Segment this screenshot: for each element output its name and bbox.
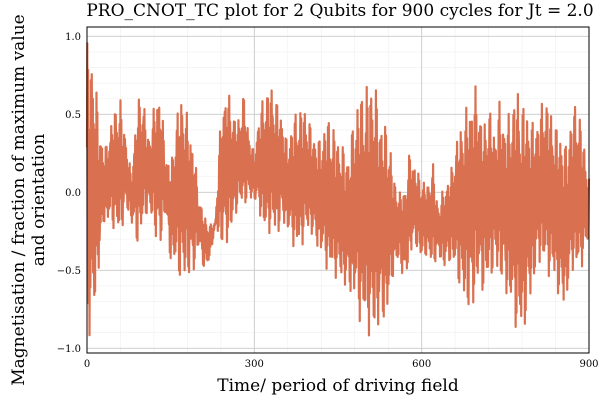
y-tick-label: 0.0 <box>65 188 81 199</box>
x-tick-label: 0 <box>84 359 90 370</box>
series-group <box>85 42 591 337</box>
plot-frame <box>86 26 590 354</box>
y-tick-label: 1.0 <box>65 32 81 43</box>
y-axis-label-line-1: Magnetisation / fraction of maximum valu… <box>9 14 29 385</box>
x-tick-label: 600 <box>412 359 431 370</box>
y-axis-label-line-2: and orientation <box>29 134 49 267</box>
series-line-0 <box>85 42 591 337</box>
tick-labels: 0 300 600 900 −1.0 −0.5 0.0 0.5 1.0 <box>57 32 599 370</box>
y-tick-label: 0.5 <box>65 110 81 121</box>
y-tick-label: −0.5 <box>57 266 81 277</box>
chart-title: PRO_CNOT_TC plot for 2 Qubits for 900 cy… <box>86 1 593 21</box>
x-axis-label: Time/ period of driving field <box>217 376 459 396</box>
x-tick-label: 300 <box>245 359 264 370</box>
x-tick-label: 900 <box>579 359 598 370</box>
y-tick-label: −1.0 <box>57 344 81 355</box>
